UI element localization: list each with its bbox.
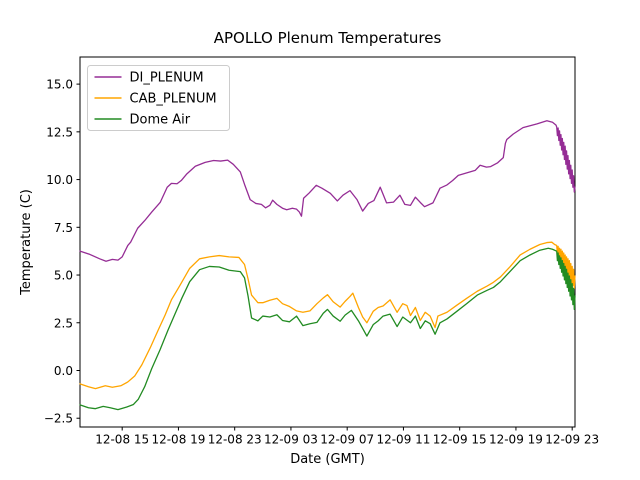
plot-frame [79, 56, 576, 428]
x-tick-label: 12-09 07 [320, 433, 374, 447]
legend-label: CAB_PLENUM [130, 92, 217, 107]
y-tick-label: 7.5 [54, 221, 73, 235]
series-line-dome-air [79, 247, 576, 411]
y-tick-label: 10.0 [46, 173, 73, 187]
x-tick-label: 12-09 11 [376, 433, 430, 447]
series-line-di-plenum [79, 120, 576, 262]
y-tick-label: 2.5 [54, 316, 73, 330]
x-tick-label: 12-08 15 [95, 433, 149, 447]
legend-box [87, 65, 230, 131]
x-tick-label: 12-09 03 [264, 433, 318, 447]
y-tick-label: −2.5 [44, 412, 73, 426]
legend-label: DI_PLENUM [130, 71, 204, 86]
x-axis-label: Date (GMT) [290, 452, 365, 467]
y-axis-label: Temperature (C) [19, 189, 34, 295]
legend: DI_PLENUM CAB_PLENUM Dome Air [87, 65, 230, 131]
x-tick-label: 12-08 19 [151, 433, 205, 447]
chart-title: APOLLO Plenum Temperatures [213, 29, 442, 47]
x-tick-label: 12-09 19 [489, 433, 543, 447]
y-tick-label: 0.0 [54, 364, 73, 378]
y-tick-label: 5.0 [54, 269, 73, 283]
series-line-cab-plenum [79, 241, 576, 390]
y-tick-label: 12.5 [46, 125, 73, 139]
y-tick-label: 15.0 [46, 78, 73, 92]
x-tick-label: 12-08 23 [208, 433, 262, 447]
x-tick-label: 12-09 23 [545, 433, 599, 447]
x-tick-label: 12-09 15 [433, 433, 487, 447]
legend-label: Dome Air [130, 113, 191, 128]
